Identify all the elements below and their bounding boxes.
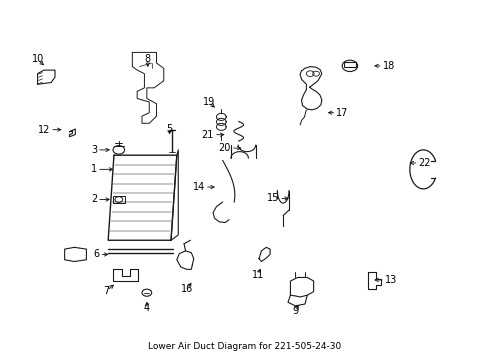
Text: 2: 2 <box>91 194 97 204</box>
Text: 15: 15 <box>266 193 279 203</box>
Text: 20: 20 <box>218 143 230 153</box>
Text: 19: 19 <box>203 97 215 107</box>
Text: 6: 6 <box>93 249 99 260</box>
Text: 11: 11 <box>251 270 264 280</box>
Text: 16: 16 <box>181 284 193 294</box>
Bar <box>343 62 355 67</box>
Text: 17: 17 <box>336 108 348 118</box>
Text: 3: 3 <box>91 145 97 155</box>
Text: 13: 13 <box>384 275 396 285</box>
Text: 10: 10 <box>31 54 43 64</box>
Text: 8: 8 <box>144 54 151 64</box>
Text: 18: 18 <box>382 61 394 71</box>
Bar <box>112 195 125 203</box>
Text: 22: 22 <box>418 158 430 168</box>
Text: 9: 9 <box>292 306 298 316</box>
Text: 5: 5 <box>166 123 172 134</box>
Text: 21: 21 <box>201 130 214 140</box>
Text: 12: 12 <box>38 125 50 135</box>
Text: 7: 7 <box>103 285 110 296</box>
Text: 4: 4 <box>143 303 150 312</box>
Text: 14: 14 <box>192 182 204 192</box>
Text: Lower Air Duct Diagram for 221-505-24-30: Lower Air Duct Diagram for 221-505-24-30 <box>147 342 341 351</box>
Text: 1: 1 <box>91 165 97 174</box>
